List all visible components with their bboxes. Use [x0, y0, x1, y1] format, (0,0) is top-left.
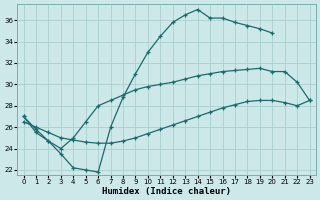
X-axis label: Humidex (Indice chaleur): Humidex (Indice chaleur)	[102, 187, 231, 196]
